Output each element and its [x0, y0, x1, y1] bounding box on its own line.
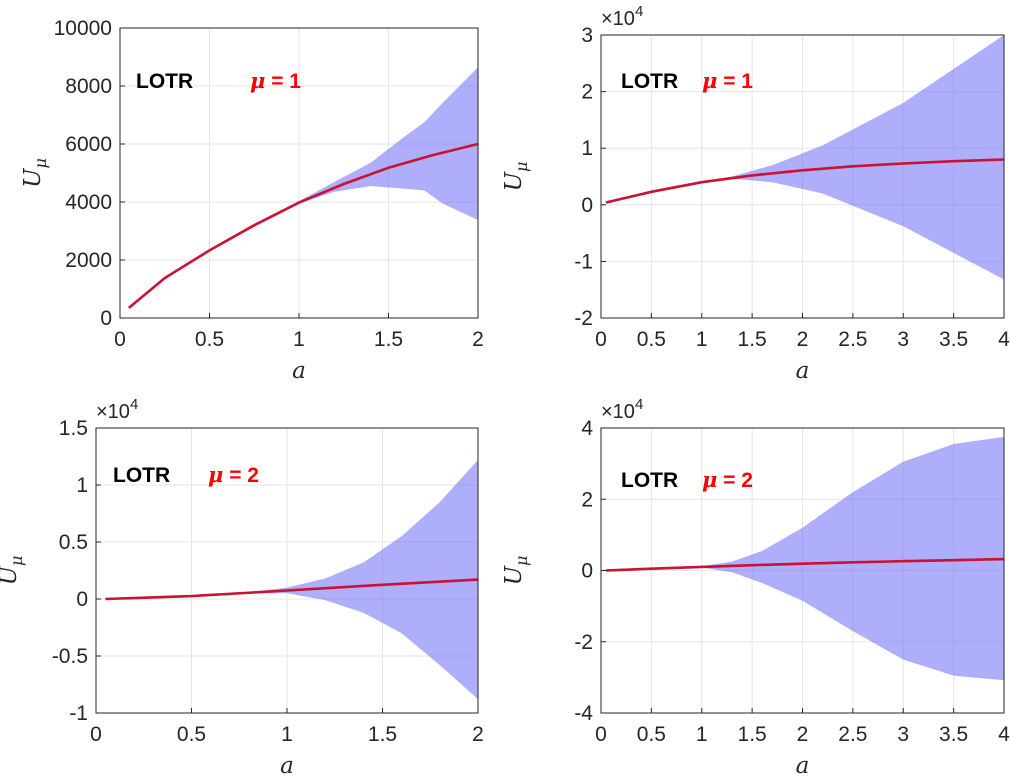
x-tick-label: 4 [998, 723, 1010, 746]
y-tick-label: 4 [581, 417, 593, 440]
x-axis-label: a [796, 753, 810, 776]
y-axis-label: Uμ [0, 556, 26, 586]
y-tick-label: 10000 [54, 17, 112, 40]
x-tick-label: 0.5 [637, 723, 666, 746]
x-tick-label: 0 [595, 723, 607, 746]
mu-label: μ = 2 [208, 462, 259, 487]
x-tick-label: 3.5 [939, 723, 968, 746]
mean-line [105, 578, 479, 601]
y-tick-label: -2 [574, 631, 593, 654]
y-tick-label: 0 [76, 588, 88, 611]
x-tick-label: 2.5 [838, 328, 867, 351]
x-tick-label: 1.5 [738, 723, 767, 746]
x-tick-label: 4 [998, 328, 1010, 351]
panel-bottom-left: 0 0.5 1 1.5 2 -1 -0.5 0 0.5 1 1.5 ×104 a Uμ LOTR μ = 2 [0, 396, 484, 776]
x-tick-label: 0 [90, 723, 102, 746]
axis-exponent-power: 4 [130, 396, 138, 413]
mu-symbol: μ [702, 467, 717, 492]
mu-symbol: μ [208, 462, 223, 487]
axis-exponent-power: 4 [635, 396, 643, 413]
y-tick-label: -2 [574, 307, 593, 330]
mu-value: = 2 [717, 469, 753, 492]
mu-value: = 2 [223, 464, 259, 487]
x-axis-label: a [292, 358, 306, 384]
x-tick-label: 2 [797, 723, 809, 746]
axis-exponent-power: 4 [635, 3, 643, 20]
mean-line [605, 158, 1005, 204]
x-tick-label: 0.5 [177, 723, 206, 746]
axis-exponent: ×104 [601, 3, 643, 30]
y-tick-label: 2 [581, 488, 593, 511]
uncertainty-band [606, 436, 1004, 681]
y-tick-label: 0 [581, 560, 593, 583]
y-tick-label: -1 [574, 250, 593, 273]
y-axis-label: Uμ [20, 158, 50, 188]
y-tick-label: -0.5 [52, 645, 88, 668]
y-tick-label: 0 [100, 307, 112, 330]
method-label: LOTR [621, 469, 678, 492]
mu-label: μ = 1 [702, 68, 753, 93]
y-tick-label: 1 [76, 474, 88, 497]
x-tick-label: 0 [114, 328, 126, 351]
x-tick-label: 3 [897, 328, 909, 351]
x-tick-label: 1.5 [738, 328, 767, 351]
mean-line [128, 142, 479, 309]
y-tick-label: -4 [574, 702, 593, 725]
y-axis-label-subscript: μ [31, 158, 50, 168]
x-tick-label: 1.5 [374, 328, 403, 351]
y-axis-label: Uμ [501, 556, 531, 586]
mu-symbol: μ [250, 68, 265, 93]
x-tick-label: 1.5 [368, 723, 397, 746]
x-tick-label: 1 [293, 328, 305, 351]
uncertainty-band [105, 459, 478, 700]
axis-exponent: ×104 [601, 396, 643, 423]
y-tick-label: 0 [581, 194, 593, 217]
y-tick-label: 4000 [65, 191, 112, 214]
y-tick-label: 3 [581, 24, 593, 47]
axis-exponent: ×104 [96, 396, 138, 423]
y-axis-label-subscript: μ [7, 556, 26, 566]
y-tick-label: 1 [581, 137, 593, 160]
method-label: LOTR [621, 70, 678, 93]
y-axis-label-subscript: μ [512, 556, 531, 566]
y-axis-label-subscript: μ [512, 162, 531, 172]
x-tick-label: 0.5 [195, 328, 224, 351]
x-tick-label: 0.5 [637, 328, 666, 351]
panel-top-left: 0 0.5 1 1.5 2 0 2000 4000 6000 8000 10000 a Uμ LOTR μ … [20, 17, 484, 384]
x-tick-label: 1 [696, 723, 708, 746]
y-tick-label: 2 [581, 81, 593, 104]
mean-line [605, 557, 1005, 572]
method-label: LOTR [136, 70, 193, 93]
mu-value: = 1 [717, 70, 753, 93]
x-tick-label: 2 [472, 723, 484, 746]
mu-label: μ = 2 [702, 467, 753, 492]
x-tick-label: 3 [897, 723, 909, 746]
mu-symbol: μ [702, 68, 717, 93]
y-tick-label: 1.5 [59, 417, 88, 440]
y-tick-label: 0.5 [59, 531, 88, 554]
x-tick-label: 3.5 [939, 328, 968, 351]
y-tick-label: -1 [69, 702, 88, 725]
x-tick-label: 1 [281, 723, 293, 746]
x-axis-label: a [796, 358, 810, 384]
uncertainty-band [606, 35, 1004, 280]
y-tick-label: 2000 [65, 249, 112, 272]
x-tick-label: 1 [696, 328, 708, 351]
uncertainty-band [128, 67, 478, 308]
x-axis-label: a [280, 753, 294, 776]
panel-top-right: 0 0.5 1 1.5 2 2.5 3 3.5 4 -2 -1 0 1 2 3 ×104 a Uμ LOTR μ = … [501, 3, 1010, 384]
x-tick-label: 2.5 [838, 723, 867, 746]
mu-label: μ = 1 [250, 68, 301, 93]
mu-value: = 1 [265, 70, 301, 93]
y-axis-label: Uμ [501, 162, 531, 192]
y-tick-label: 6000 [65, 133, 112, 156]
x-tick-label: 0 [595, 328, 607, 351]
x-tick-label: 2 [472, 328, 484, 351]
x-tick-label: 2 [797, 328, 809, 351]
y-tick-label: 8000 [65, 75, 112, 98]
method-label: LOTR [113, 464, 170, 487]
